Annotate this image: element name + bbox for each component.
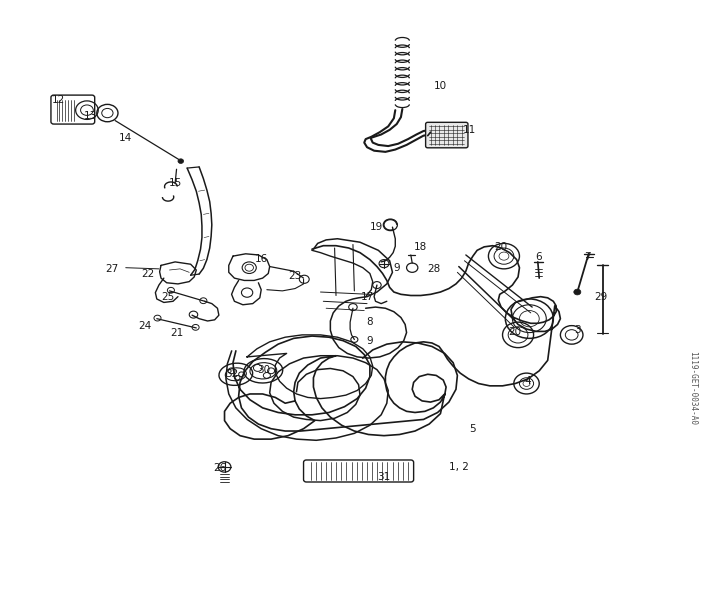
Text: 18: 18 — [413, 242, 427, 252]
Text: 13: 13 — [84, 111, 97, 121]
Text: 5: 5 — [469, 424, 476, 434]
FancyBboxPatch shape — [51, 95, 95, 124]
Text: 8: 8 — [366, 317, 373, 327]
Text: 16: 16 — [255, 254, 268, 264]
Text: 14: 14 — [118, 133, 132, 143]
FancyBboxPatch shape — [304, 460, 413, 482]
Text: 30: 30 — [257, 365, 270, 375]
Text: 17: 17 — [361, 292, 374, 302]
Circle shape — [574, 289, 581, 295]
Text: 32: 32 — [225, 369, 238, 379]
Text: 7: 7 — [584, 252, 590, 262]
Text: 15: 15 — [168, 178, 181, 188]
Text: 28: 28 — [427, 264, 440, 274]
Text: 9: 9 — [366, 336, 373, 346]
Text: 6: 6 — [535, 252, 542, 262]
Text: 21: 21 — [170, 328, 183, 338]
Text: 12: 12 — [52, 95, 66, 105]
Text: 25: 25 — [161, 292, 175, 302]
Text: 20: 20 — [508, 327, 522, 337]
Text: 1119-GET-0034-A0: 1119-GET-0034-A0 — [688, 351, 698, 425]
Text: 23: 23 — [289, 271, 302, 281]
Text: 10: 10 — [434, 81, 447, 91]
Text: 20: 20 — [495, 242, 508, 252]
Text: 9: 9 — [393, 262, 400, 272]
Text: 31: 31 — [377, 472, 390, 482]
Text: 1, 2: 1, 2 — [449, 462, 469, 472]
Text: 22: 22 — [142, 269, 155, 279]
FancyBboxPatch shape — [426, 122, 468, 148]
Text: 4: 4 — [525, 376, 531, 387]
Text: 24: 24 — [138, 321, 151, 331]
Text: 3: 3 — [574, 325, 580, 335]
Text: 19: 19 — [370, 222, 384, 232]
Text: 29: 29 — [594, 292, 607, 302]
Text: 26: 26 — [214, 463, 227, 473]
Circle shape — [178, 159, 184, 164]
Text: 27: 27 — [105, 264, 118, 274]
Text: 11: 11 — [463, 125, 476, 135]
